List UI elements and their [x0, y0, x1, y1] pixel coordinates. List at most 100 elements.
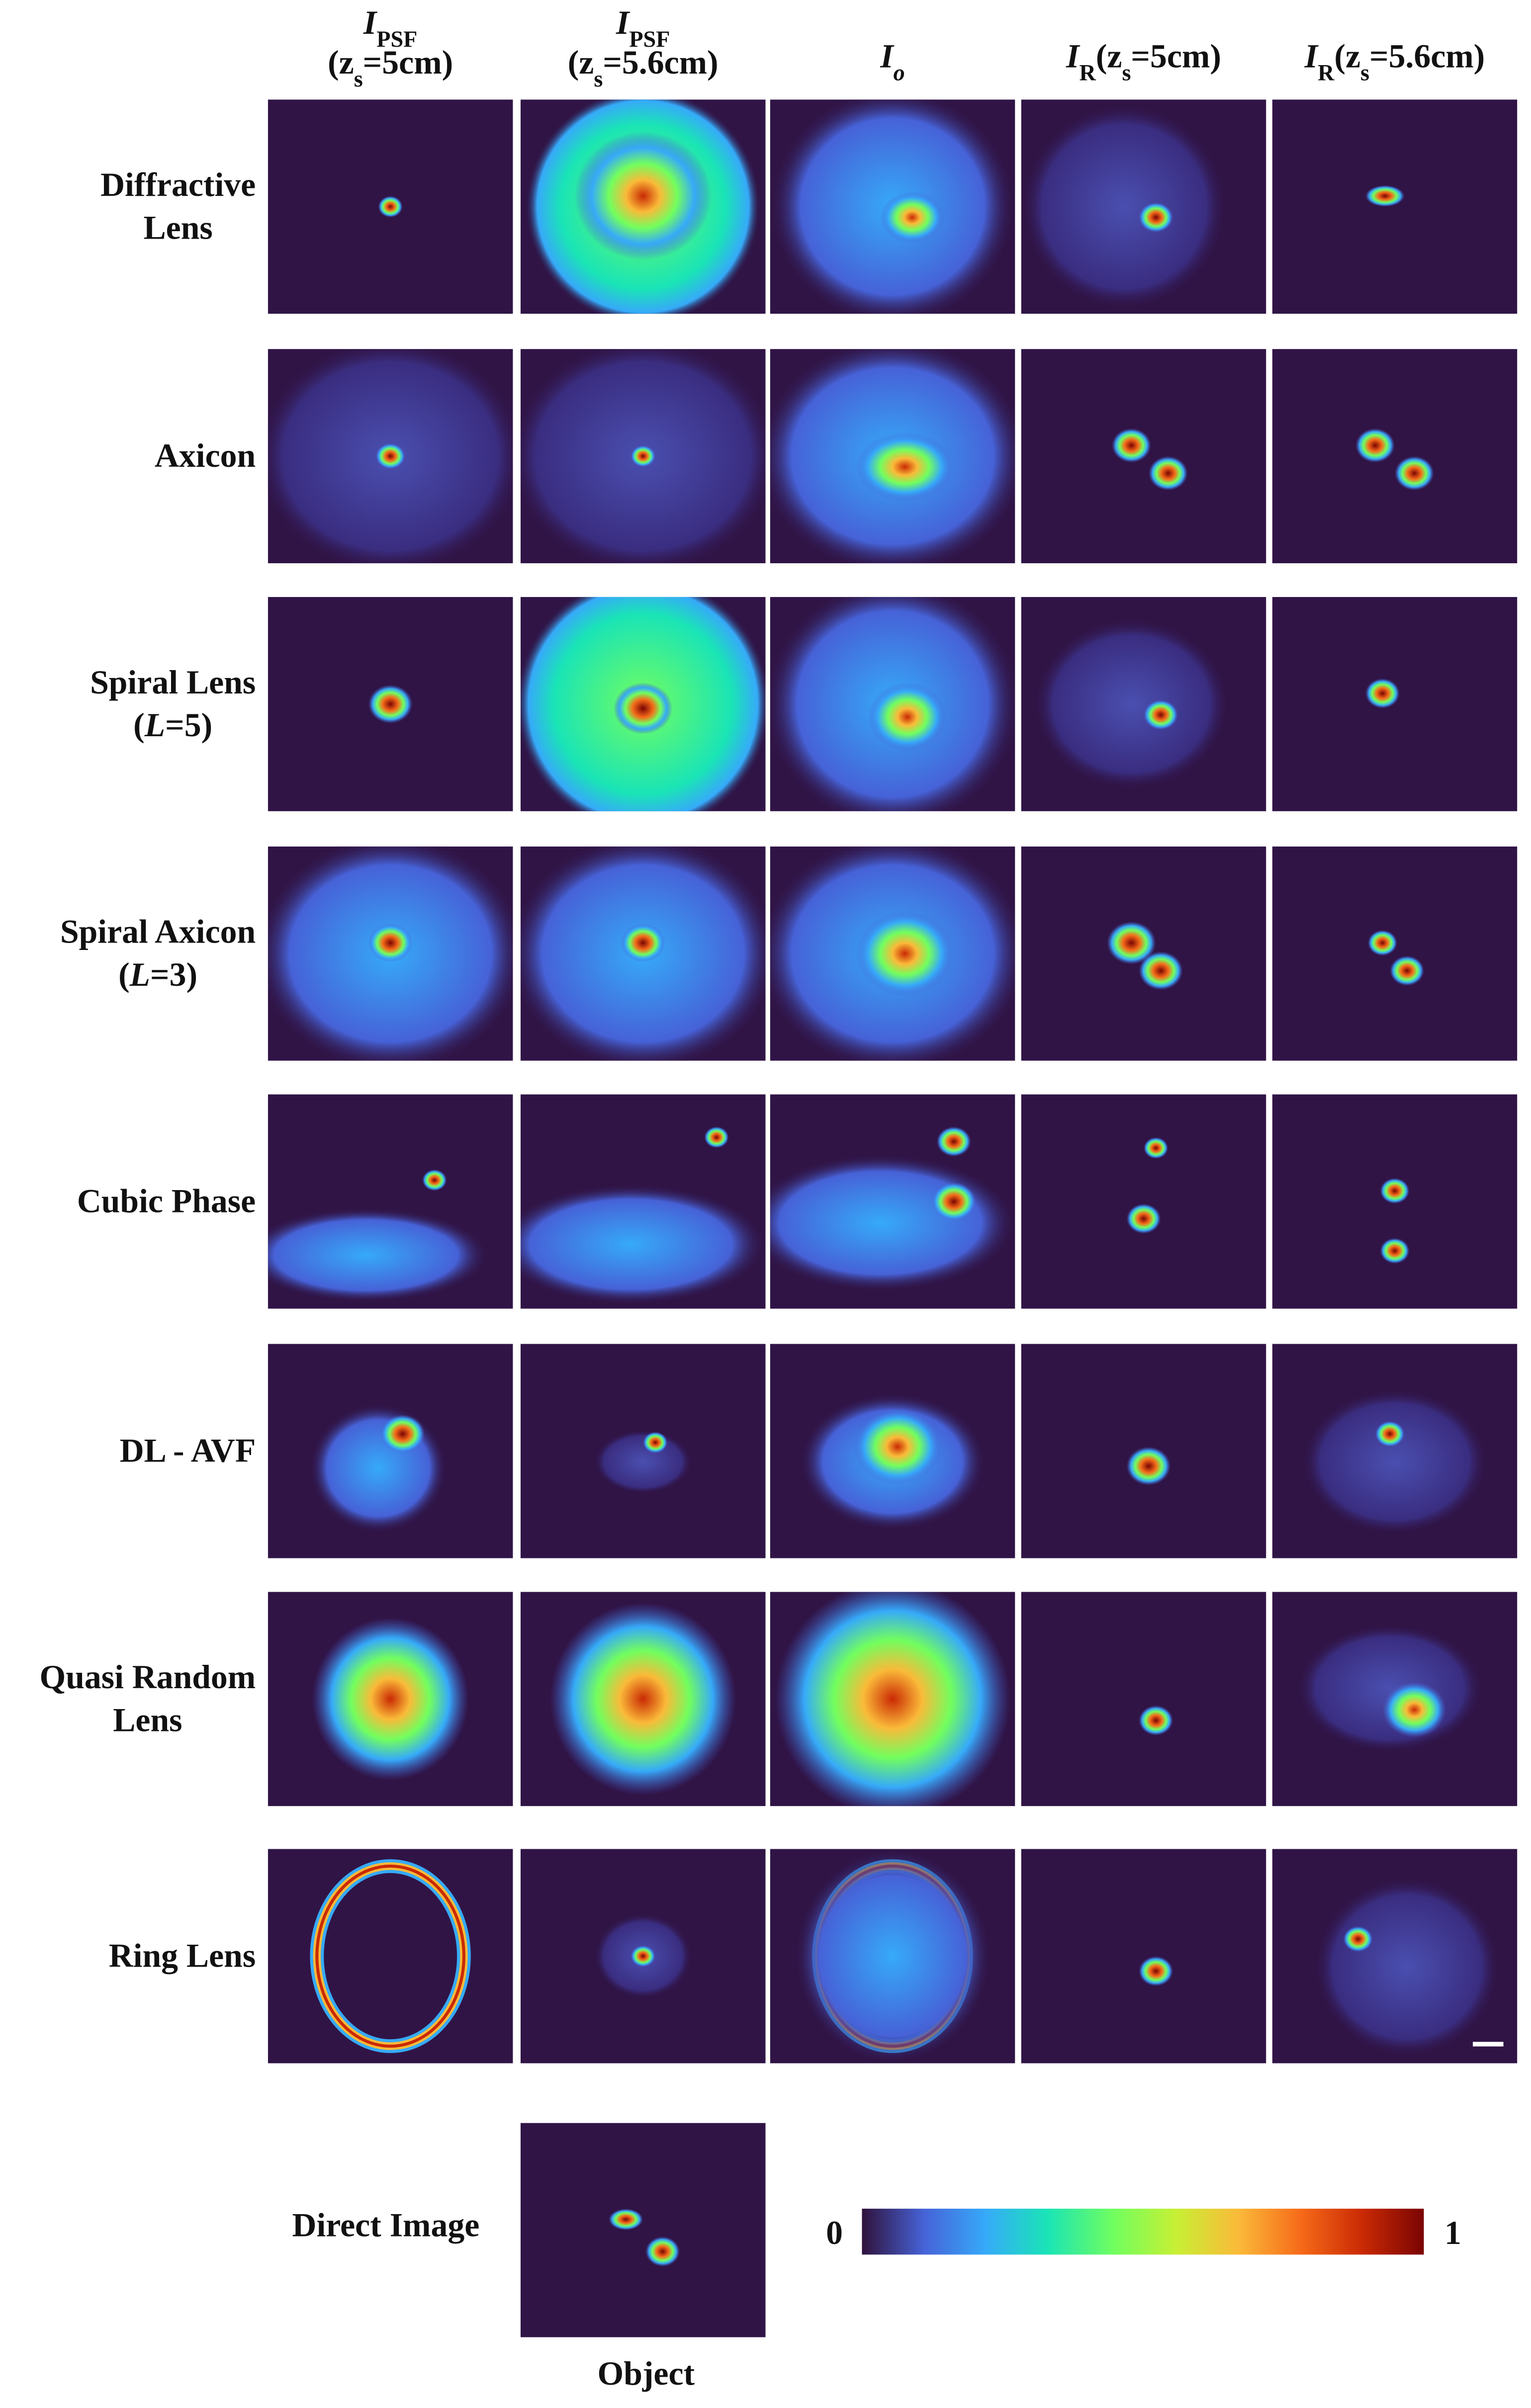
intensity-blob — [1380, 1238, 1410, 1264]
intensity-blob — [1314, 1877, 1500, 2057]
image-cell — [1272, 597, 1518, 811]
image-cell — [770, 1344, 1015, 1558]
image-cell — [520, 1592, 766, 1806]
column-header: IPSF — [363, 4, 417, 51]
intensity-blob — [1365, 185, 1405, 207]
image-cell — [1021, 1344, 1266, 1558]
intensity-blob — [1033, 618, 1230, 790]
text-segment: =3) — [150, 956, 197, 993]
text-segment: Cubic Phase — [77, 1183, 256, 1220]
row-label: Lens — [113, 1701, 182, 1738]
image-cell — [1272, 846, 1518, 1061]
intensity-blob — [1301, 1388, 1488, 1535]
intensity-blob — [368, 923, 413, 962]
intensity-blob — [520, 1184, 766, 1304]
image-cell — [268, 1592, 513, 1806]
intensity-blob — [1367, 930, 1397, 956]
column-header: (zs=5cm) — [328, 44, 453, 91]
intensity-blob — [312, 1617, 469, 1781]
row-label: Spiral Lens — [90, 664, 256, 701]
intensity-blob — [375, 443, 405, 469]
intensity-blob — [1296, 1624, 1483, 1753]
text-segment: s — [594, 66, 603, 91]
intensity-blob — [614, 683, 673, 734]
image-cell — [1021, 597, 1266, 811]
column-header: IR(zs=5cm) — [1066, 38, 1221, 85]
object-label: Object — [598, 2355, 695, 2392]
image-cell — [1272, 1344, 1518, 1558]
intensity-blob — [1021, 103, 1227, 310]
intensity-blob — [795, 1849, 991, 2064]
image-background — [1272, 99, 1518, 314]
column-header: IPSF — [616, 4, 670, 51]
row-label: Cubic Phase — [77, 1183, 256, 1220]
text-segment: (z — [568, 44, 594, 81]
intensity-blob — [630, 1945, 655, 1967]
intensity-blob — [422, 1169, 447, 1191]
image-cell — [1021, 99, 1266, 314]
intensity-blob — [1390, 955, 1425, 986]
intensity-blob — [549, 1602, 736, 1796]
row-label: Ring Lens — [109, 1937, 256, 1975]
intensity-blob — [1375, 1421, 1405, 1447]
text-segment: L — [129, 956, 150, 993]
intensity-blob — [1144, 1137, 1169, 1159]
image-cell — [1272, 1592, 1518, 1806]
intensity-blob — [868, 683, 947, 752]
text-segment: I — [880, 38, 895, 75]
text-segment: Diffractive — [100, 166, 256, 203]
row-label: (L=3) — [118, 956, 197, 993]
intensity-blob — [574, 131, 712, 260]
intensity-blob — [645, 2236, 680, 2267]
row-label: Quasi Random — [40, 1658, 256, 1696]
intensity-blob — [1107, 921, 1156, 964]
intensity-blob — [380, 1414, 425, 1454]
intensity-blob — [1355, 428, 1395, 463]
intensity-blob — [775, 1592, 1010, 1806]
ring — [315, 1864, 466, 2048]
intensity-blob — [931, 1182, 976, 1221]
row-label: DL - AVF — [120, 1432, 256, 1469]
intensity-blob — [1343, 1926, 1373, 1952]
row-label: (L=5) — [133, 706, 212, 744]
text-segment: Ring Lens — [109, 1937, 256, 1975]
text-segment: R — [1318, 60, 1335, 85]
image-cell — [520, 846, 766, 1061]
text-segment: ( — [118, 956, 130, 993]
text-segment: (z — [328, 44, 354, 81]
intensity-blob — [378, 196, 403, 218]
intensity-blob — [1382, 1682, 1446, 1738]
image-cell — [1272, 1849, 1518, 2064]
image-cell — [1272, 99, 1518, 314]
text-segment: Spiral Lens — [90, 664, 256, 701]
text-segment: Axicon — [155, 437, 256, 474]
image-background — [1272, 349, 1518, 564]
image-cell — [268, 1344, 513, 1558]
image-cell — [268, 1849, 513, 2064]
intensity-blob — [1139, 1956, 1173, 1986]
colorbar-min: 0 — [826, 2214, 843, 2251]
intensity-blob — [1148, 456, 1188, 491]
image-cell — [268, 349, 513, 564]
image-cell — [520, 1094, 766, 1309]
intensity-blob — [1126, 1204, 1161, 1234]
intensity-blob — [856, 432, 954, 502]
image-background — [1021, 1849, 1266, 2064]
image-cell — [1021, 1094, 1266, 1309]
intensity-blob — [1139, 1705, 1173, 1736]
text-segment: L — [144, 706, 165, 744]
intensity-blob — [936, 1126, 971, 1157]
text-segment: I — [1304, 38, 1319, 75]
image-cell — [520, 99, 766, 314]
image-background — [268, 1849, 513, 2064]
image-cell — [770, 597, 1015, 811]
image-cell — [770, 99, 1015, 314]
text-segment: Lens — [144, 209, 213, 246]
text-segment: =5cm) — [363, 44, 453, 81]
text-segment: (z — [1334, 38, 1360, 75]
intensity-blob — [1380, 1178, 1410, 1204]
image-background — [520, 2123, 766, 2337]
intensity-blob — [1111, 428, 1151, 463]
column-header: IR(zs=5.6cm) — [1304, 38, 1485, 85]
